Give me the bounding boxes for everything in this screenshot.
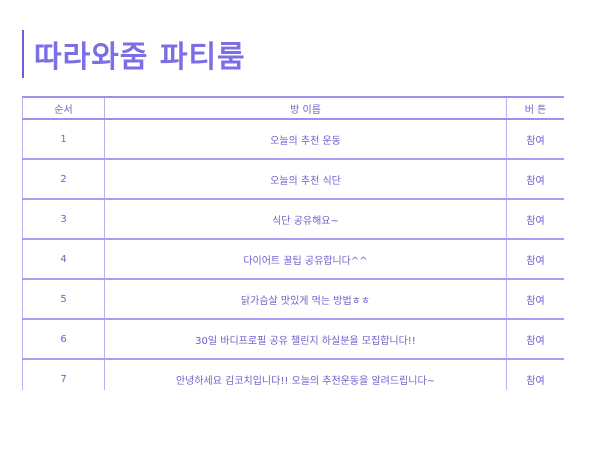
row-room-name: 오늘의 추천 운동 xyxy=(104,118,507,160)
row-button-cell: 참여 xyxy=(506,118,564,160)
row-button-cell: 참여 xyxy=(506,238,564,280)
row-room-name: 식단 공유해요~ xyxy=(104,198,507,240)
join-button[interactable]: 참여 xyxy=(526,212,544,227)
table-row: 5 닭가슴살 맛있게 먹는 방법ㅎㅎ 참여 xyxy=(22,278,564,320)
row-room-name: 다이어트 꿀팁 공유합니다^^ xyxy=(104,238,507,280)
row-room-name: 오늘의 추천 식단 xyxy=(104,158,507,200)
row-no: 1 xyxy=(22,118,105,160)
join-button[interactable]: 참여 xyxy=(526,292,544,307)
join-button[interactable]: 참여 xyxy=(526,252,544,267)
join-button[interactable]: 참여 xyxy=(526,332,544,347)
row-room-name: 30일 바디프로필 공유 챌린지 하실분을 모집합니다!! xyxy=(104,318,507,360)
room-table-container[interactable]: 순서 방 이름 버 튼 1 오늘의 추천 운동 참여 2 오늘의 추천 식단 참… xyxy=(22,96,564,390)
table-row: 7 안녕하세요 김코치입니다!! 오늘의 추천운동을 알려드립니다~ 참여 xyxy=(22,358,564,390)
table-row: 4 다이어트 꿀팁 공유합니다^^ 참여 xyxy=(22,238,564,280)
page-title: 따라와줌 파티룸 xyxy=(34,40,246,75)
header-button: 버 튼 xyxy=(506,96,564,120)
row-no: 5 xyxy=(22,278,105,320)
header-no: 순서 xyxy=(22,96,105,120)
row-button-cell: 참여 xyxy=(506,318,564,360)
table-row: 6 30일 바디프로필 공유 챌린지 하실분을 모집합니다!! 참여 xyxy=(22,318,564,360)
row-no: 6 xyxy=(22,318,105,360)
room-table: 순서 방 이름 버 튼 1 오늘의 추천 운동 참여 2 오늘의 추천 식단 참… xyxy=(22,96,564,390)
join-button[interactable]: 참여 xyxy=(526,172,544,187)
title-bar: 따라와줌 파티룸 xyxy=(22,30,246,78)
row-room-name: 안녕하세요 김코치입니다!! 오늘의 추천운동을 알려드립니다~ xyxy=(104,358,507,390)
join-button[interactable]: 참여 xyxy=(526,372,544,387)
row-button-cell: 참여 xyxy=(506,158,564,200)
table-row: 1 오늘의 추천 운동 참여 xyxy=(22,118,564,160)
table-header-row: 순서 방 이름 버 튼 xyxy=(22,96,564,120)
row-no: 7 xyxy=(22,358,105,390)
row-button-cell: 참여 xyxy=(506,358,564,390)
header-room-name: 방 이름 xyxy=(104,96,507,120)
table-row: 3 식단 공유해요~ 참여 xyxy=(22,198,564,240)
row-button-cell: 참여 xyxy=(506,198,564,240)
row-no: 3 xyxy=(22,198,105,240)
row-room-name: 닭가슴살 맛있게 먹는 방법ㅎㅎ xyxy=(104,278,507,320)
row-button-cell: 참여 xyxy=(506,278,564,320)
row-no: 4 xyxy=(22,238,105,280)
table-row: 2 오늘의 추천 식단 참여 xyxy=(22,158,564,200)
join-button[interactable]: 참여 xyxy=(526,132,544,147)
row-no: 2 xyxy=(22,158,105,200)
